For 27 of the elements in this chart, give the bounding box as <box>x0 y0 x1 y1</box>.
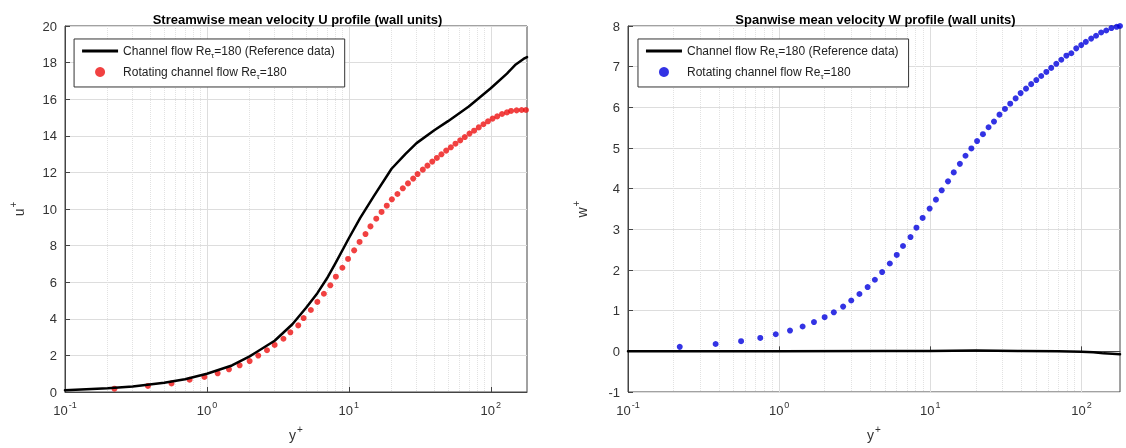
y-tick-label: 20 <box>42 18 57 34</box>
y-tick-label: 5 <box>612 140 620 156</box>
y-axis-title: u+ <box>7 201 27 217</box>
y-tick-label: 7 <box>612 59 620 75</box>
y-tick-label: 4 <box>612 181 620 197</box>
y-tick-label: 2 <box>612 262 620 278</box>
x-axis-title: y+ <box>867 423 882 443</box>
chart-title: Streamwise mean velocity U profile (wall units) <box>152 11 443 27</box>
x-axis-title: y+ <box>289 423 304 443</box>
y-tick-label: 4 <box>49 311 57 327</box>
y-tick-label: 10 <box>42 201 57 217</box>
y-tick-label: 18 <box>42 55 57 71</box>
y-tick-label: 8 <box>612 18 620 34</box>
chart-title: Spanwise mean velocity W profile (wall units) <box>735 11 1016 27</box>
y-tick-label: 0 <box>612 343 620 359</box>
y-tick-label: 8 <box>49 238 57 254</box>
y-axis-title: w+ <box>570 200 590 219</box>
y-tick-label: 2 <box>49 347 57 363</box>
y-tick-label: 14 <box>42 128 57 144</box>
y-tick-label: -1 <box>608 384 620 400</box>
y-tick-label: 6 <box>49 274 57 290</box>
y-tick-label: 16 <box>42 91 57 107</box>
y-tick-label: 0 <box>49 384 57 400</box>
y-tick-label: 1 <box>612 303 620 319</box>
y-tick-label: 3 <box>612 221 620 237</box>
y-tick-label: 6 <box>612 99 620 115</box>
y-tick-label: 12 <box>42 164 57 180</box>
